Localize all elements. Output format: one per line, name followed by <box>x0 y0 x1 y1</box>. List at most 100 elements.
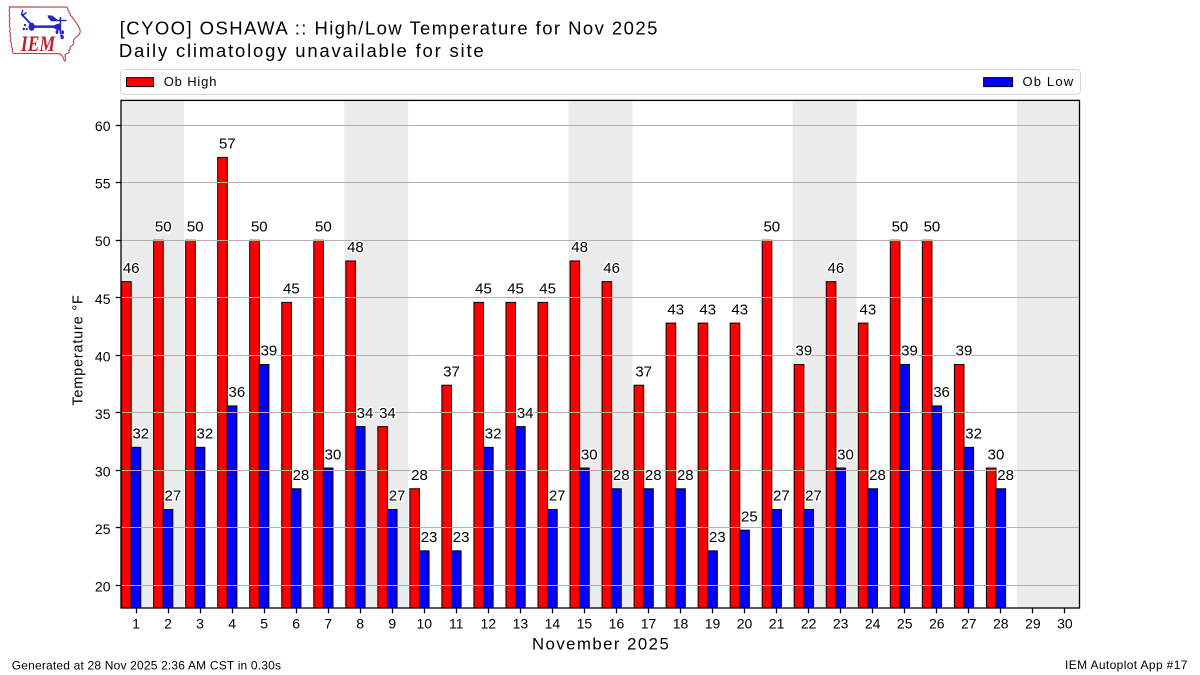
svg-text:50: 50 <box>892 218 909 235</box>
svg-text:50: 50 <box>187 218 204 235</box>
svg-text:34: 34 <box>379 405 396 422</box>
svg-text:IEM Autoplot App #17: IEM Autoplot App #17 <box>1065 658 1188 672</box>
svg-text:27: 27 <box>164 488 181 505</box>
svg-text:32: 32 <box>485 426 502 443</box>
svg-text:IEM: IEM <box>20 32 56 56</box>
svg-text:35: 35 <box>95 406 111 422</box>
svg-text:30: 30 <box>837 446 854 463</box>
svg-text:40: 40 <box>95 348 111 364</box>
svg-text:6: 6 <box>292 615 300 631</box>
svg-text:30: 30 <box>988 446 1005 463</box>
svg-text:39: 39 <box>795 343 812 360</box>
svg-text:[CYOO] OSHAWA :: High/Low Temp: [CYOO] OSHAWA :: High/Low Temperature fo… <box>120 18 659 39</box>
svg-text:57: 57 <box>219 136 236 153</box>
svg-text:23: 23 <box>833 615 849 631</box>
svg-text:60: 60 <box>95 118 111 134</box>
svg-text:48: 48 <box>347 239 364 256</box>
svg-text:46: 46 <box>123 260 140 277</box>
svg-text:24: 24 <box>865 615 881 631</box>
svg-text:28: 28 <box>997 467 1014 484</box>
svg-text:37: 37 <box>635 363 652 380</box>
svg-text:27: 27 <box>389 488 406 505</box>
svg-text:28: 28 <box>677 467 694 484</box>
svg-text:2: 2 <box>164 615 172 631</box>
svg-text:23: 23 <box>709 529 726 546</box>
svg-text:25: 25 <box>897 615 913 631</box>
svg-text:13: 13 <box>513 615 529 631</box>
svg-text:21: 21 <box>769 615 785 631</box>
svg-text:27: 27 <box>961 615 977 631</box>
svg-text:46: 46 <box>603 260 620 277</box>
svg-text:45: 45 <box>95 291 111 307</box>
svg-text:27: 27 <box>549 488 566 505</box>
svg-text:1: 1 <box>132 615 140 631</box>
svg-text:36: 36 <box>229 384 246 401</box>
svg-text:45: 45 <box>283 281 300 298</box>
svg-text:9: 9 <box>388 615 396 631</box>
svg-text:45: 45 <box>507 281 524 298</box>
svg-text:3: 3 <box>196 615 204 631</box>
svg-text:Daily climatology unavailable: Daily climatology unavailable for site <box>119 40 486 61</box>
svg-text:12: 12 <box>481 615 497 631</box>
svg-text:Temperature °F: Temperature °F <box>71 294 87 405</box>
svg-text:30: 30 <box>95 463 111 479</box>
svg-text:50: 50 <box>924 218 941 235</box>
svg-text:8: 8 <box>356 615 364 631</box>
svg-text:37: 37 <box>443 363 460 380</box>
svg-text:43: 43 <box>731 301 748 318</box>
svg-text:32: 32 <box>197 426 214 443</box>
svg-text:29: 29 <box>1025 615 1041 631</box>
svg-text:28: 28 <box>993 615 1009 631</box>
svg-text:17: 17 <box>641 615 657 631</box>
svg-text:25: 25 <box>95 521 111 537</box>
svg-text:28: 28 <box>411 467 428 484</box>
svg-text:Generated at 28 Nov 2025 2:36: Generated at 28 Nov 2025 2:36 AM CST in … <box>12 659 281 673</box>
svg-text:30: 30 <box>325 446 342 463</box>
svg-text:28: 28 <box>645 467 662 484</box>
svg-text:39: 39 <box>261 343 278 360</box>
svg-text:39: 39 <box>901 343 918 360</box>
svg-text:27: 27 <box>805 488 822 505</box>
svg-text:November 2025: November 2025 <box>532 634 670 653</box>
svg-text:32: 32 <box>132 426 149 443</box>
svg-text:18: 18 <box>673 615 689 631</box>
svg-text:23: 23 <box>453 529 470 546</box>
svg-text:16: 16 <box>609 615 625 631</box>
svg-text:4: 4 <box>228 615 236 631</box>
svg-text:43: 43 <box>860 301 877 318</box>
svg-text:45: 45 <box>539 281 556 298</box>
svg-text:27: 27 <box>773 488 790 505</box>
svg-text:Ob High: Ob High <box>164 74 218 89</box>
svg-text:50: 50 <box>763 218 780 235</box>
svg-text:19: 19 <box>705 615 721 631</box>
svg-text:50: 50 <box>251 218 268 235</box>
svg-text:25: 25 <box>741 508 758 525</box>
svg-text:20: 20 <box>737 615 753 631</box>
svg-text:22: 22 <box>801 615 817 631</box>
svg-text:26: 26 <box>929 615 945 631</box>
svg-text:50: 50 <box>315 218 332 235</box>
svg-text:28: 28 <box>293 467 310 484</box>
svg-text:15: 15 <box>577 615 593 631</box>
svg-text:30: 30 <box>581 446 598 463</box>
svg-text:28: 28 <box>869 467 886 484</box>
svg-text:48: 48 <box>571 239 588 256</box>
svg-text:10: 10 <box>416 615 432 631</box>
svg-text:7: 7 <box>324 615 332 631</box>
svg-text:20: 20 <box>95 578 111 594</box>
svg-text:50: 50 <box>95 233 111 249</box>
svg-text:45: 45 <box>475 281 492 298</box>
svg-text:50: 50 <box>155 218 172 235</box>
svg-text:11: 11 <box>449 615 464 631</box>
svg-text:5: 5 <box>260 615 268 631</box>
svg-text:36: 36 <box>933 384 950 401</box>
svg-text:23: 23 <box>421 529 438 546</box>
svg-text:43: 43 <box>699 301 716 318</box>
svg-text:43: 43 <box>667 301 684 318</box>
svg-text:34: 34 <box>517 405 534 422</box>
svg-text:39: 39 <box>956 343 973 360</box>
svg-text:32: 32 <box>965 426 982 443</box>
svg-text:55: 55 <box>95 176 111 192</box>
svg-text:14: 14 <box>545 615 561 631</box>
svg-text:30: 30 <box>1057 615 1073 631</box>
